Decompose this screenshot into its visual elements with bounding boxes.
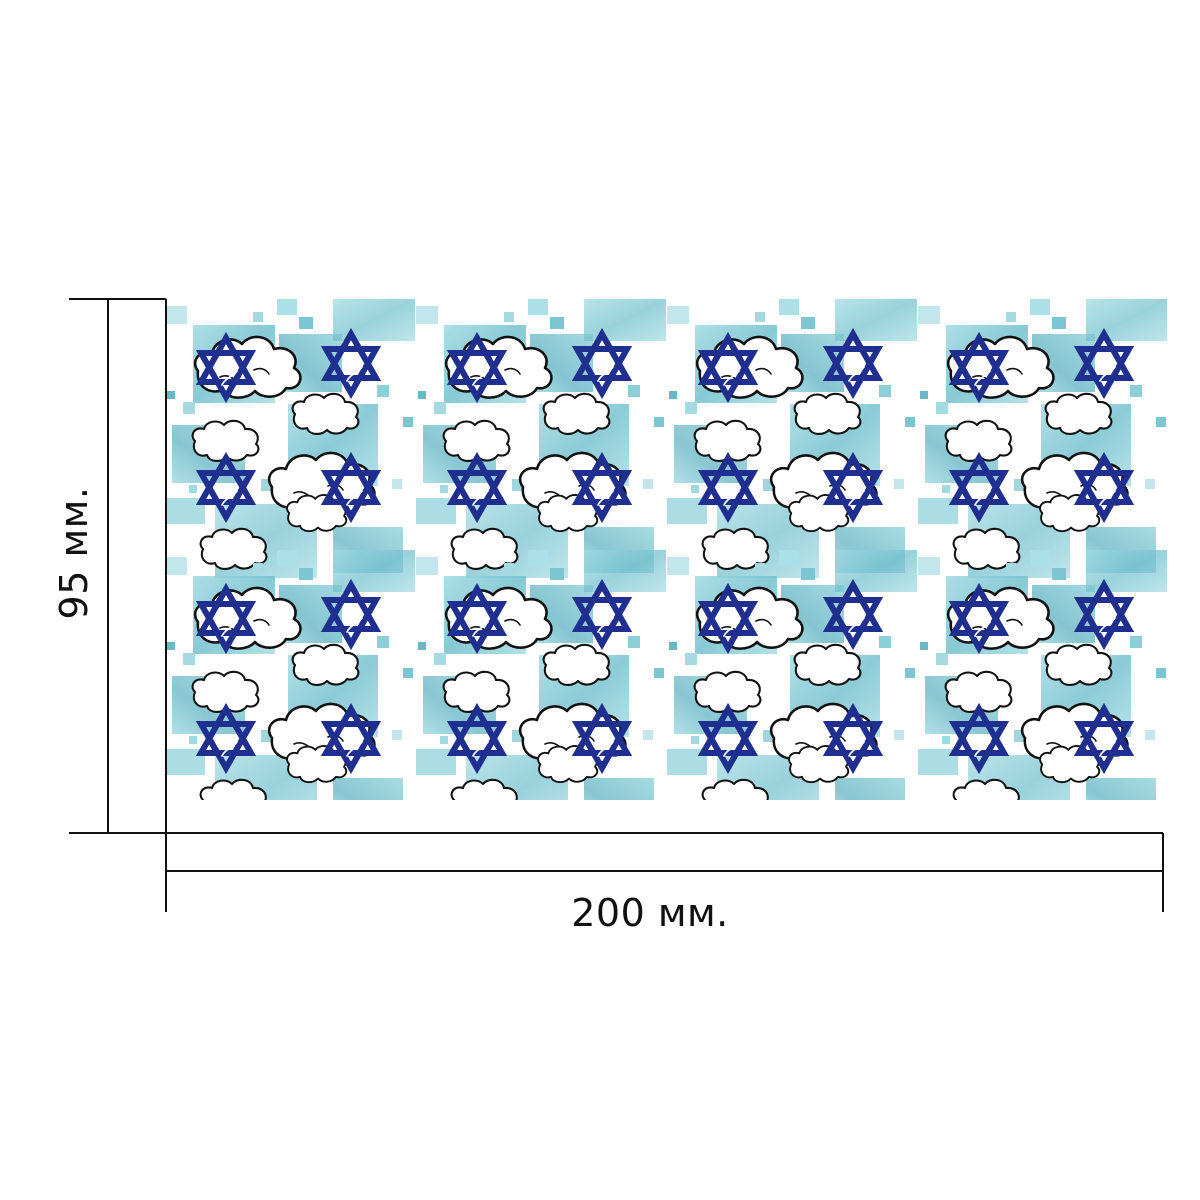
pattern-svg	[165, 299, 1167, 800]
patterned-panel	[165, 299, 1167, 800]
height-label: 95 мм.	[52, 486, 96, 620]
width-label: 200 мм.	[571, 891, 729, 935]
